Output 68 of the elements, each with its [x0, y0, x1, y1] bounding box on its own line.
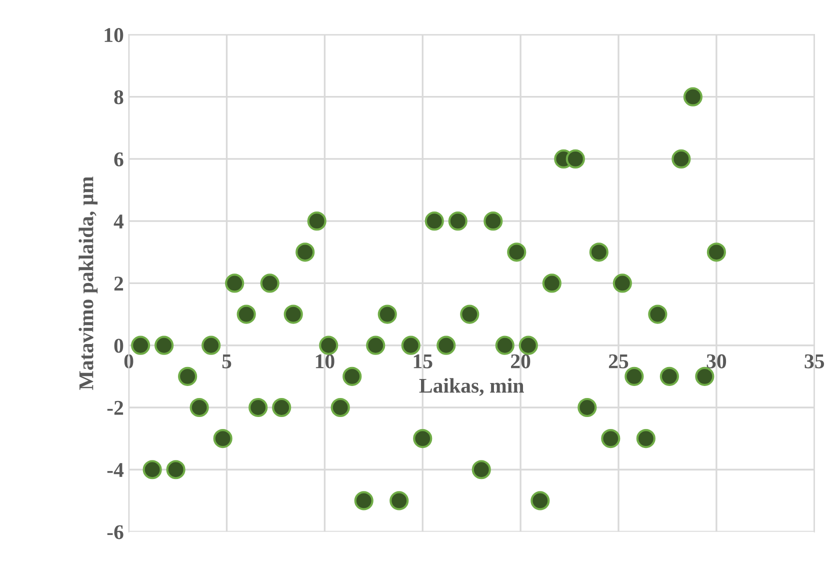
point: [542, 274, 562, 293]
point: [648, 304, 668, 324]
point: [612, 274, 632, 293]
point: [624, 366, 644, 386]
point: [354, 491, 374, 510]
point: [284, 304, 303, 324]
point: [202, 336, 221, 355]
point: [460, 304, 480, 324]
point: [566, 149, 585, 168]
point: [495, 336, 514, 355]
point: [296, 242, 315, 262]
point: [507, 242, 526, 262]
point: [518, 336, 538, 355]
point: [190, 398, 209, 418]
point: [142, 460, 162, 480]
point: [578, 398, 597, 418]
y-tick-label: 10: [104, 28, 124, 42]
point: [706, 242, 726, 262]
point: [236, 304, 256, 324]
point: [436, 336, 456, 355]
point: [378, 304, 397, 324]
y-tick-label: 0: [114, 338, 124, 353]
point: [601, 429, 620, 448]
y-tick-label: -4: [107, 463, 124, 477]
point: [683, 87, 702, 106]
point: [225, 274, 244, 293]
point: [131, 336, 150, 355]
point: [660, 366, 679, 386]
point: [672, 149, 691, 168]
point: [260, 274, 280, 293]
y-tick-label: -2: [107, 400, 124, 415]
point: [530, 491, 550, 510]
point: [272, 398, 292, 418]
point: [154, 336, 174, 355]
point: [695, 366, 714, 386]
point: [166, 460, 186, 480]
point: [330, 398, 350, 418]
y-tick-label: -6: [107, 525, 124, 540]
x-tick-label: 25: [608, 354, 628, 368]
point: [401, 336, 420, 355]
x-axis-title: Laikas, min: [419, 378, 524, 396]
x-tick-label: 10: [316, 354, 334, 368]
point: [248, 398, 268, 418]
x-tick-label: 15: [414, 354, 432, 368]
x-tick-label: 0: [124, 354, 134, 368]
y-tick-label: 2: [114, 276, 124, 290]
point: [390, 491, 409, 510]
y-tick-label: 8: [114, 90, 124, 104]
x-tick-label: 20: [511, 354, 530, 368]
point: [319, 336, 338, 355]
x-tick-label: 5: [222, 354, 232, 368]
point: [472, 460, 491, 480]
y-tick-label: 6: [114, 152, 124, 166]
point: [636, 429, 656, 448]
y-tick-label: 4: [114, 214, 124, 228]
point: [213, 429, 232, 448]
point: [178, 366, 198, 386]
point: [366, 336, 386, 355]
point: [342, 366, 362, 386]
x-tick-label: 30: [706, 354, 726, 368]
y-axis-title: Matavimo paklaida, µm: [78, 176, 98, 390]
x-tick-label: 35: [804, 354, 824, 368]
point: [484, 212, 503, 231]
point: [589, 242, 608, 262]
point: [424, 212, 444, 231]
point: [413, 429, 432, 448]
point: [448, 212, 468, 231]
point: [307, 212, 326, 231]
